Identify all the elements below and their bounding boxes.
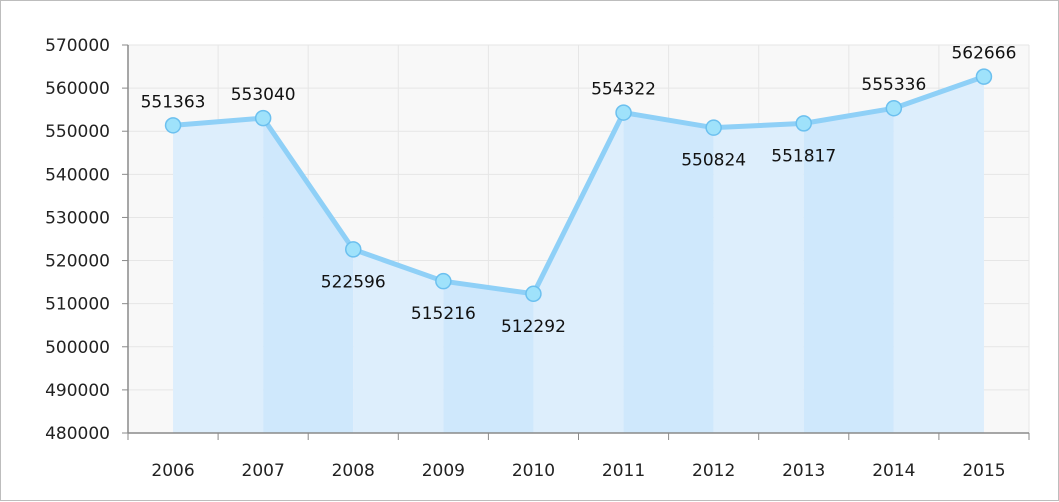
data-label: 551817: [771, 146, 836, 166]
area-band: [173, 118, 264, 433]
area-band: [623, 112, 714, 433]
area-band: [263, 118, 354, 433]
area-band: [443, 281, 534, 433]
x-tick-label: 2009: [422, 461, 465, 481]
data-point: [435, 272, 452, 290]
data-label: 522596: [321, 272, 386, 292]
y-tick-label: 540000: [45, 165, 110, 185]
x-tick-label: 2006: [151, 461, 194, 481]
data-point: [885, 99, 903, 117]
data-label: 553040: [231, 85, 296, 105]
area-band: [713, 123, 804, 434]
data-point: [615, 104, 632, 121]
y-tick-label: 560000: [45, 79, 110, 99]
area-band: [803, 108, 894, 433]
x-tick-label: 2013: [782, 461, 825, 481]
x-tick-label: 2008: [332, 461, 375, 481]
data-label: 550824: [681, 151, 746, 171]
data-label: 555336: [861, 75, 926, 95]
data-point: [525, 285, 542, 303]
data-point: [164, 117, 182, 134]
x-tick-label: 2007: [242, 461, 285, 481]
series-line-path: [170, 74, 987, 297]
y-tick-label: 550000: [45, 122, 110, 142]
data-label: 554322: [591, 80, 656, 100]
y-tick-label: 510000: [45, 295, 110, 315]
y-tick-label: 490000: [45, 381, 110, 401]
x-tick-label: 2014: [872, 461, 915, 481]
area-band: [353, 249, 444, 433]
data-point: [345, 241, 362, 258]
y-tick-label: 500000: [45, 338, 110, 358]
y-tick-label: 530000: [45, 208, 110, 228]
data-label: 551363: [141, 92, 206, 112]
area-band: [533, 112, 624, 433]
data-point: [705, 119, 722, 136]
y-tick-label: 520000: [45, 252, 110, 272]
series-line: [170, 74, 987, 297]
data-label: 562666: [951, 44, 1016, 64]
x-tick-label: 2012: [692, 461, 735, 481]
data-label: 512292: [501, 317, 566, 337]
axes: 480000 490000 500000 510000 520000 530000 5400…: [45, 36, 1030, 481]
area-band: [893, 76, 984, 434]
x-tick-label: 2015: [962, 461, 1005, 481]
y-tick-label: 480000: [45, 424, 110, 444]
data-labels: 551363 553040 522596 515216 512292 554322 5508…: [141, 44, 1017, 337]
data-point: [254, 109, 272, 127]
data-label: 515216: [411, 304, 476, 324]
series-markers: [164, 68, 993, 303]
x-tick-label: 2011: [602, 461, 645, 481]
y-tick-label: 570000: [45, 36, 110, 56]
area-bands: [173, 76, 984, 434]
data-point: [975, 68, 993, 85]
data-point: [795, 115, 812, 132]
x-tick-label: 2010: [512, 461, 555, 481]
